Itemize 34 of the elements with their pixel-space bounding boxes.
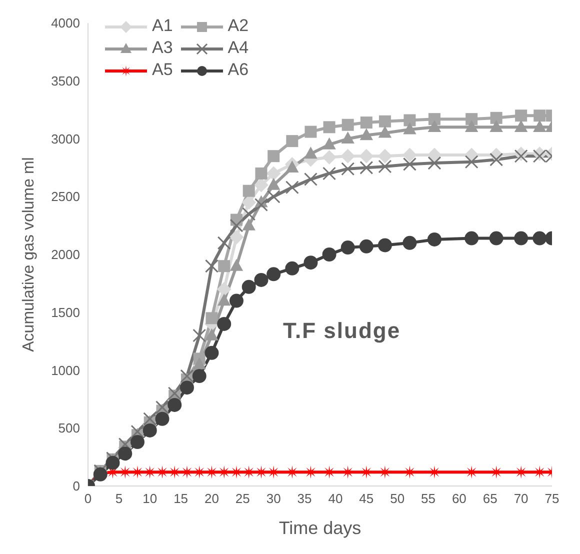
x-tick-label: 65 [482, 491, 498, 506]
y-tick-label: 0 [72, 478, 80, 494]
x-tick-label: 20 [204, 491, 219, 506]
y-tick-label: 1500 [51, 304, 80, 320]
annotation: T.F sludge [283, 318, 401, 344]
x-tick-label: 45 [359, 491, 374, 506]
y-tick-label: 2500 [51, 189, 80, 204]
x-tick-label: 75 [544, 491, 560, 506]
x-tick-label: 50 [390, 491, 405, 506]
y-axis-title: Acumulative gas volume ml [20, 157, 38, 352]
x-tick-label: 40 [328, 491, 343, 506]
y-tick-label: 3500 [51, 73, 80, 88]
x-tick-label: 60 [452, 491, 466, 506]
x-tick-label: 35 [297, 491, 312, 506]
legend-label: A6 [228, 60, 249, 79]
x-tick-label: 5 [115, 491, 123, 506]
x-tick-label: 70 [514, 491, 528, 506]
x-axis-title: Time days [278, 518, 362, 538]
x-tick-label: 0 [84, 491, 92, 506]
y-tick-label: 3000 [51, 131, 80, 146]
y-tick-label: 1000 [51, 362, 80, 378]
x-tick-label: 25 [235, 491, 250, 506]
y-tick-label: 500 [58, 420, 80, 436]
y-tick-label: 4000 [51, 16, 80, 31]
y-tick-label: 2000 [51, 247, 80, 262]
x-tick-label: 30 [266, 491, 281, 506]
legend-label: A2 [228, 16, 249, 35]
x-tick-label: 55 [421, 491, 436, 506]
x-tick-label: 10 [142, 491, 158, 506]
legend-label: A5 [152, 60, 173, 79]
x-tick-label: 15 [174, 491, 188, 506]
legend-label: A1 [152, 16, 173, 35]
legend-label: A3 [152, 38, 173, 57]
legend-label: A4 [228, 38, 249, 57]
